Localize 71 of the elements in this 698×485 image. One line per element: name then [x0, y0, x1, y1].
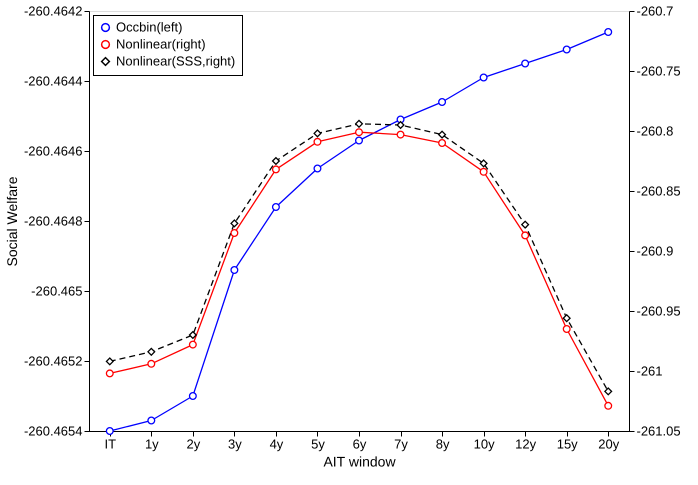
point [188, 392, 197, 400]
y-tick-label: -260.4648 [24, 214, 82, 228]
point [106, 369, 114, 378]
point [480, 74, 488, 82]
y2-tick-label: -260.75 [636, 64, 681, 78]
point [230, 266, 238, 274]
point [147, 348, 156, 356]
y2-tick-label: -260.9 [636, 244, 674, 258]
point [272, 165, 280, 174]
x-tick-label: 4y [270, 436, 284, 452]
point [106, 357, 114, 366]
y-tick-label: -260.4646 [24, 144, 82, 158]
y-axis-title: Social Welfare [4, 176, 20, 267]
y-tick-label: -260.4642 [24, 4, 82, 18]
x-tick-label: 3y [228, 436, 242, 452]
point [562, 46, 571, 54]
point [354, 120, 364, 128]
point [188, 340, 197, 349]
point [106, 427, 114, 435]
legend-label: Nonlinear(SSS,right) [116, 54, 236, 68]
x-tick-label: IT [104, 436, 116, 452]
y2-tick-label: -260.7 [636, 4, 674, 18]
point [604, 387, 612, 396]
point [147, 360, 156, 368]
x-axis-title: AIT window [323, 454, 396, 470]
y2-tick-label: -260.85 [636, 184, 681, 198]
x-tick-label: 1y [144, 436, 160, 452]
point [188, 330, 197, 340]
point [272, 156, 280, 166]
x-tick-label: 5y [311, 436, 326, 452]
y-tick-label: -260.4644 [24, 74, 82, 88]
x-tick-label: 8y [436, 436, 450, 452]
x-tick-label: 15y [556, 436, 578, 452]
point [438, 139, 446, 147]
y2-tick-label: -260.8 [636, 124, 674, 138]
point [313, 129, 322, 138]
point [562, 325, 571, 333]
x-tick-label: 2y [186, 436, 201, 452]
point [147, 416, 156, 424]
point [396, 120, 405, 130]
point [480, 159, 488, 168]
point [562, 314, 571, 322]
point [438, 130, 446, 139]
x-tick-label: 7y [394, 436, 408, 452]
point [480, 168, 488, 176]
y2-tick-label: -261.05 [636, 424, 681, 438]
y-tick-label: -260.4654 [24, 424, 82, 438]
y2-tick-label: -260.95 [636, 304, 681, 318]
point [521, 60, 530, 68]
y2-tick-label: -261 [636, 364, 663, 378]
x-tick-label: 12y [515, 436, 537, 452]
point [354, 128, 364, 136]
point [604, 402, 612, 410]
x-tick-label: 20y [598, 436, 620, 452]
legend-label: Nonlinear(right) [116, 36, 206, 52]
point [354, 136, 364, 144]
point [230, 229, 238, 237]
legend-label: Occbin(left) [116, 20, 182, 34]
point [604, 28, 612, 36]
x-tick-label: 10y [474, 436, 496, 452]
point [438, 98, 446, 106]
point [230, 219, 238, 228]
point [396, 130, 405, 139]
point [313, 164, 322, 172]
point [272, 203, 280, 211]
x-tick-label: 6y [352, 436, 367, 452]
point [521, 231, 530, 240]
point [313, 138, 322, 146]
y-tick-label: -260.465 [31, 284, 82, 298]
y-tick-label: -260.4652 [24, 354, 82, 368]
point [521, 220, 530, 229]
